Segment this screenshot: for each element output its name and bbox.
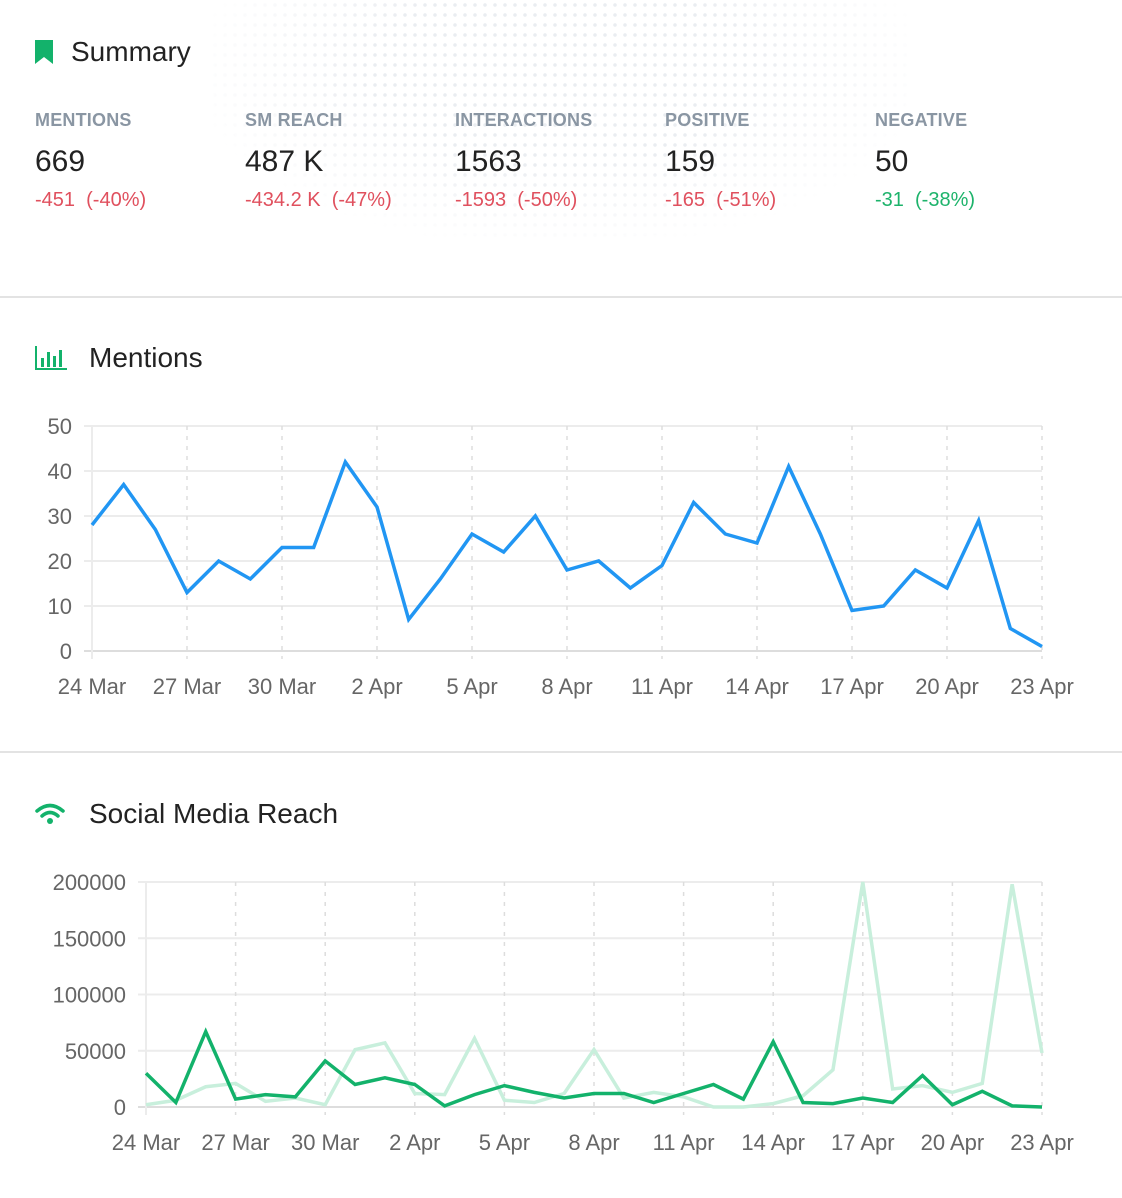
kpi-positive: POSITIVE 159 -165 (-51%)	[665, 110, 875, 212]
kpi-mentions: MENTIONS 669 -451 (-40%)	[35, 110, 245, 212]
kpi-negative: NEGATIVE 50 -31 (-38%)	[875, 110, 1085, 212]
x-tick-label: 14 Apr	[725, 674, 789, 699]
summary-header: Summary	[35, 36, 191, 68]
series-line-0	[90, 458, 1043, 649]
bookmark-icon	[35, 40, 71, 64]
x-tick-label: 17 Apr	[831, 1130, 895, 1155]
kpi-change: -1593 (-50%)	[455, 189, 578, 211]
kpi-change: -31 (-38%)	[875, 189, 976, 211]
kpi-change: -165 (-51%)	[665, 189, 777, 211]
series-line-1	[144, 1027, 1043, 1109]
x-tick-label: 27 Mar	[153, 674, 221, 699]
kpi-label: NEGATIVE	[875, 110, 968, 130]
mentions-header: Mentions	[35, 342, 203, 374]
reach-chart: 0 50000 100000 150000 200000 24 Mar 27 Mar 30 M…	[53, 870, 1074, 1155]
kpi-label: INTERACTIONS	[455, 110, 593, 130]
y-tick-label: 200000	[53, 870, 126, 895]
mentions-chart: 0 10 20 30 40 50 24 Mar 27 Mar 30 Mar 2 Apr 5 Apr 8…	[48, 414, 1074, 699]
x-tick-label: 30 Mar	[291, 1130, 359, 1155]
x-tick-label: 2 Apr	[389, 1130, 440, 1155]
y-tick-label: 40	[48, 459, 72, 484]
x-tick-label: 5 Apr	[446, 674, 497, 699]
y-tick-label: 50	[48, 414, 72, 439]
y-tick-label: 0	[114, 1095, 126, 1120]
divider	[0, 751, 1122, 753]
x-tick-label: 27 Mar	[201, 1130, 269, 1155]
kpi-change: -434.2 K (-47%)	[245, 189, 392, 211]
x-tick-label: 8 Apr	[541, 674, 592, 699]
kpi-change: -451 (-40%)	[35, 189, 147, 211]
x-tick-label: 17 Apr	[820, 674, 884, 699]
bar-chart-icon	[35, 346, 71, 370]
x-tick-label: 8 Apr	[568, 1130, 619, 1155]
wifi-icon	[35, 803, 71, 825]
x-tick-label: 24 Mar	[58, 674, 126, 699]
x-tick-label: 24 Mar	[112, 1130, 180, 1155]
kpi-value: 159	[665, 145, 716, 178]
x-tick-label: 11 Apr	[631, 674, 693, 699]
kpi-label: SM REACH	[245, 110, 343, 130]
world-map-background	[210, 0, 910, 240]
summary-title: Summary	[71, 36, 191, 67]
kpi-label: POSITIVE	[665, 110, 750, 130]
divider	[0, 296, 1122, 298]
reach-header: Social Media Reach	[35, 798, 338, 830]
kpi-sm-reach: SM REACH 487 K -434.2 K (-47%)	[245, 110, 455, 212]
x-tick-label: 23 Apr	[1010, 1130, 1074, 1155]
y-tick-label: 0	[60, 639, 72, 664]
x-tick-label: 5 Apr	[479, 1130, 530, 1155]
x-tick-label: 11 Apr	[653, 1130, 715, 1155]
x-tick-label: 2 Apr	[351, 674, 402, 699]
kpi-interactions: INTERACTIONS 1563 -1593 (-50%)	[455, 110, 665, 212]
kpi-label: MENTIONS	[35, 110, 132, 130]
x-tick-label: 20 Apr	[921, 1130, 985, 1155]
kpi-value: 1563	[455, 145, 522, 178]
x-tick-label: 30 Mar	[248, 674, 316, 699]
y-tick-label: 30	[48, 504, 72, 529]
mentions-title: Mentions	[89, 342, 203, 373]
y-tick-label: 50000	[65, 1039, 126, 1064]
y-tick-label: 150000	[53, 926, 126, 951]
x-tick-label: 20 Apr	[915, 674, 979, 699]
x-tick-label: 14 Apr	[741, 1130, 805, 1155]
y-tick-label: 10	[48, 594, 72, 619]
reach-title: Social Media Reach	[89, 798, 339, 829]
y-tick-label: 20	[48, 549, 72, 574]
kpi-value: 50	[875, 145, 909, 178]
kpi-value: 669	[35, 145, 86, 178]
x-tick-label: 23 Apr	[1010, 674, 1074, 699]
kpi-value: 487 K	[245, 145, 324, 178]
y-tick-label: 100000	[53, 983, 126, 1008]
